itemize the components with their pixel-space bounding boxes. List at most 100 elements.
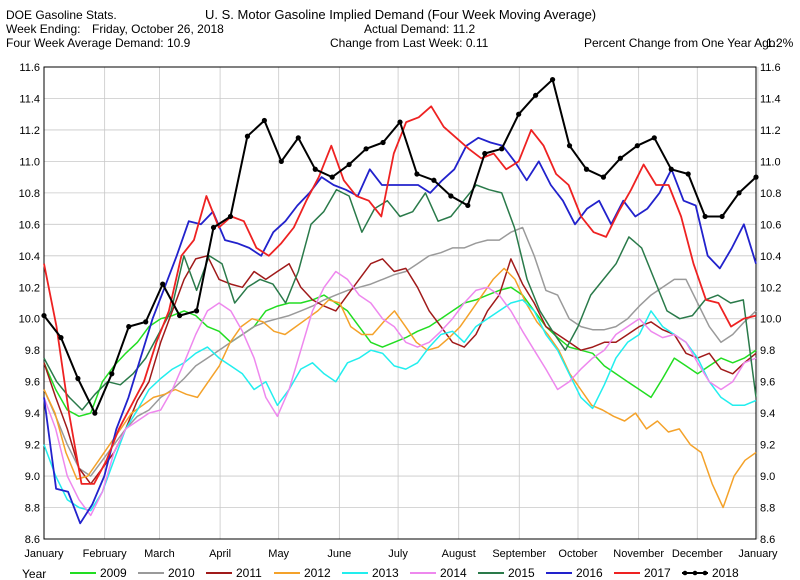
legend-label-2010: 2010 [168,566,195,580]
series-line-2017 [43,105,757,485]
data-point-2018 [448,193,454,199]
data-point-2018 [363,146,369,152]
week-ending-label: Week Ending: [6,22,81,36]
data-point-2018 [736,190,742,196]
x-tick-label: April [209,548,231,560]
y-axis: 8.6 8.6 8.8 8.8 9.0 9.0 9.2 9.2 9.4 9.4 9.6 9.6 9.8 9… [19,62,782,546]
y-tick-label-right: 10.4 [760,251,781,263]
x-tick-label: March [144,548,175,560]
data-point-2018 [702,213,708,220]
data-point-2018 [41,312,47,319]
x-tick-label: July [388,548,408,560]
data-point-2018 [668,166,674,172]
y-tick-label-right: 11.6 [760,62,781,74]
x-tick-label: December [672,548,723,560]
data-point-2018 [499,146,505,152]
chart-title: U. S. Motor Gasoline Implied Demand (Fou… [205,7,597,22]
data-point-2018 [160,281,166,287]
y-tick-label-right: 8.6 [760,534,775,546]
data-point-2018 [617,155,623,161]
y-tick-label-left: 9.4 [25,408,40,420]
y-tick-label-right: 10.8 [760,188,781,200]
x-tick-label: September [492,548,546,560]
percent-change-value: 1.2% [766,36,794,50]
x-tick-label: June [327,548,351,560]
data-point-2018 [651,135,657,141]
week-ending-value: Friday, October 26, 2018 [92,22,224,36]
data-point-2018 [58,335,64,341]
x-tick-label: November [613,548,664,560]
y-tick-label-left: 10.4 [19,251,40,263]
data-point-2018 [261,117,267,124]
data-point-2018 [109,371,115,377]
y-tick-label-right: 8.8 [760,503,775,515]
y-tick-label-right: 10.0 [760,314,781,326]
legend-label-2015: 2015 [508,566,535,580]
data-point-2018 [210,224,217,231]
data-point-2018 [431,177,437,183]
y-tick-label-left: 8.6 [25,534,40,546]
series-line-2011 [43,255,757,485]
four-week-average: Four Week Average Demand: 10.9 [6,36,191,50]
y-tick-label-right: 11.2 [760,125,781,137]
plot-area [43,66,757,540]
data-point-2018 [516,111,522,117]
y-tick-label-left: 11.0 [19,156,40,168]
data-point-2018 [465,202,471,209]
series-line-2009 [43,286,757,418]
y-tick-label-left: 11.2 [19,125,40,137]
legend-marker-2018 [692,570,698,576]
change-from-last-week: Change from Last Week: 0.11 [330,36,489,50]
y-tick-label-right: 10.6 [760,219,781,231]
legend-label-2016: 2016 [576,566,603,580]
y-tick-label-right: 9.2 [760,440,775,452]
x-tick-label: January [738,548,778,560]
data-point-2018 [312,166,318,172]
data-point-2018 [549,76,556,83]
legend: Year 2009 2010 2011 2012 2013 2014 2015 2016 201… [22,566,739,580]
legend-label-2011: 2011 [236,566,262,580]
legend-label-2012: 2012 [304,566,331,580]
data-point-2018 [227,213,234,220]
y-tick-label-left: 11.6 [19,62,40,74]
y-tick-label-left: 10.6 [19,219,40,231]
data-point-2018 [329,174,335,180]
data-point-2018 [600,174,607,180]
data-point-2018 [346,161,352,168]
y-tick-label-right: 9.6 [760,377,775,389]
data-point-2018 [533,92,539,98]
x-tick-label: August [442,548,476,560]
data-point-2018 [92,410,98,416]
y-tick-label-right: 11.4 [760,93,781,105]
actual-demand: Actual Demand: 11.2 [364,22,476,36]
data-point-2018 [177,312,183,319]
y-tick-label-right: 9.8 [760,345,775,357]
data-point-2018 [193,308,200,314]
data-point-2018 [397,119,403,125]
legend-marker-2018 [682,570,688,576]
data-point-2018 [126,324,132,330]
y-tick-label-right: 10.2 [760,282,781,294]
source-label: DOE Gasoline Stats. [6,8,117,22]
data-point-2018 [583,166,590,172]
data-point-2018 [278,158,284,164]
y-tick-label-left: 8.8 [25,503,40,515]
y-tick-label-left: 9.2 [25,440,40,452]
data-point-2018 [75,375,81,382]
series-line-2012 [43,267,757,509]
legend-label-2018: 2018 [712,566,739,580]
data-point-2018 [143,319,149,325]
legend-title: Year [22,567,46,580]
y-tick-label-right: 9.4 [760,408,775,420]
legend-label-2014: 2014 [440,566,467,580]
series-lines [41,76,759,525]
series-line-2016 [43,136,757,525]
y-tick-label-left: 9.0 [25,471,40,483]
y-tick-label-left: 9.6 [25,377,40,389]
y-tick-label-right: 9.0 [760,471,775,483]
x-tick-label: May [268,548,289,560]
x-tick-label: October [558,548,597,560]
data-point-2018 [685,171,691,177]
y-tick-label-left: 11.4 [19,93,40,105]
legend-label-2013: 2013 [372,566,399,580]
